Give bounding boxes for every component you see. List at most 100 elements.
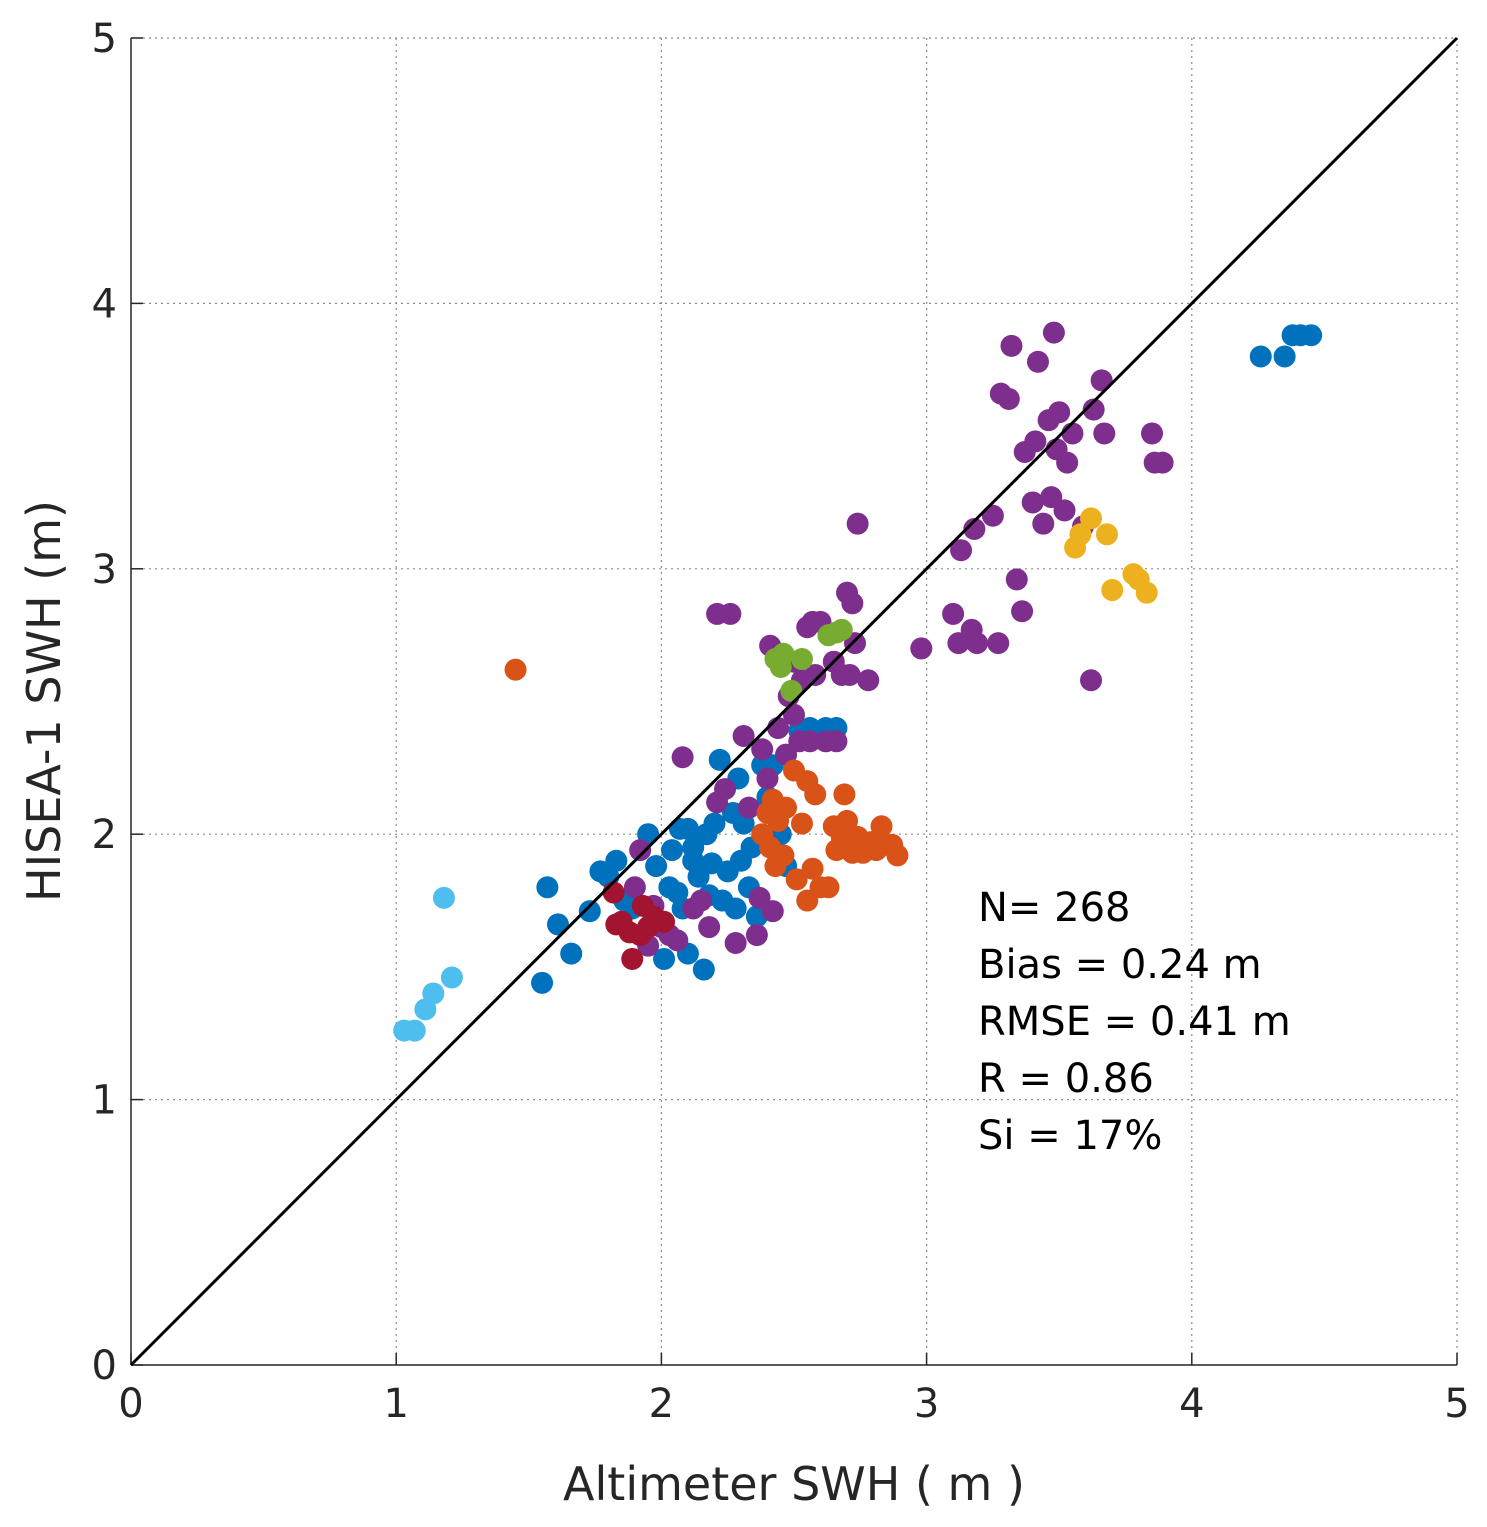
y-tick-label-5: 5 xyxy=(92,16,117,62)
series-2 xyxy=(504,658,909,912)
data-point xyxy=(440,966,463,989)
series-0 xyxy=(531,324,1323,994)
data-point xyxy=(1090,369,1113,392)
data-point xyxy=(1024,430,1047,453)
data-point xyxy=(708,748,731,771)
data-point xyxy=(963,517,986,540)
data-point xyxy=(1249,345,1272,368)
series-6 xyxy=(393,886,463,1042)
data-point xyxy=(1101,579,1124,602)
data-point xyxy=(987,632,1010,655)
data-point xyxy=(621,947,644,970)
data-point xyxy=(1080,507,1103,530)
stat-n: N= 268 xyxy=(978,885,1131,931)
data-point xyxy=(838,663,861,686)
data-point xyxy=(833,783,856,806)
plot-frame xyxy=(130,37,1458,1366)
data-point xyxy=(724,897,747,920)
data-point xyxy=(653,910,676,933)
data-point xyxy=(1048,401,1071,424)
data-points xyxy=(393,321,1323,1042)
data-point xyxy=(546,913,569,936)
data-point xyxy=(645,855,668,878)
series-4 xyxy=(764,618,853,702)
data-point xyxy=(1135,581,1158,604)
data-point xyxy=(751,738,774,761)
data-point xyxy=(1042,321,1065,344)
data-point xyxy=(1069,523,1092,546)
data-point xyxy=(536,876,559,899)
data-point xyxy=(1080,669,1103,692)
data-point xyxy=(578,900,601,923)
data-point xyxy=(1093,422,1116,445)
data-point xyxy=(886,844,909,867)
y-tick-label-1: 1 xyxy=(92,1078,117,1124)
data-point xyxy=(703,812,726,835)
stat-r: R = 0.86 xyxy=(978,1056,1154,1102)
data-point xyxy=(942,602,965,625)
x-tick-label-4: 4 xyxy=(1179,1381,1204,1427)
data-point xyxy=(783,703,805,726)
data-point xyxy=(666,929,689,952)
data-point xyxy=(692,958,715,981)
data-point xyxy=(629,839,652,862)
x-axis-label: Altimeter SWH ( m ) xyxy=(563,1457,1025,1511)
data-point xyxy=(1095,523,1118,546)
x-tick-label-3: 3 xyxy=(914,1381,939,1427)
data-point xyxy=(698,916,721,939)
data-point xyxy=(804,663,827,686)
y-axis-label: HISEA-1 SWH (m) xyxy=(17,500,71,902)
y-tick-label-0: 0 xyxy=(92,1343,117,1389)
data-point xyxy=(1000,334,1023,357)
data-point xyxy=(1053,499,1076,522)
data-point xyxy=(780,679,803,702)
data-point xyxy=(772,642,795,665)
grid-lines xyxy=(131,38,1457,1365)
data-point xyxy=(432,886,455,909)
data-point xyxy=(714,778,737,801)
x-tick-label-5: 5 xyxy=(1444,1381,1469,1427)
data-point xyxy=(997,387,1020,410)
stat-si: Si = 17% xyxy=(978,1113,1162,1159)
identity-line xyxy=(129,36,1459,1367)
data-point xyxy=(950,539,973,562)
data-point xyxy=(745,924,768,947)
data-point xyxy=(605,849,628,872)
data-point xyxy=(504,658,527,681)
data-point xyxy=(841,592,864,615)
data-point xyxy=(772,844,795,867)
data-point xyxy=(801,857,824,880)
data-point xyxy=(1021,491,1044,514)
data-point xyxy=(981,504,1004,527)
data-point xyxy=(661,839,684,862)
stat-rmse: RMSE = 0.41 m xyxy=(978,999,1291,1045)
stat-bias: Bias = 0.24 m xyxy=(978,942,1262,988)
axis-ticks: 0 1 2 3 4 5 0 1 2 3 4 5 xyxy=(92,16,1470,1427)
data-point xyxy=(1151,451,1174,474)
data-point xyxy=(1061,422,1084,445)
data-point xyxy=(825,730,848,753)
data-point xyxy=(798,730,821,753)
data-point xyxy=(1011,600,1034,623)
data-point xyxy=(1273,345,1296,368)
y-tick-label-2: 2 xyxy=(92,812,117,858)
data-point xyxy=(676,817,699,840)
data-point xyxy=(1005,568,1028,591)
data-point xyxy=(804,783,827,806)
data-point xyxy=(870,815,893,838)
data-point xyxy=(732,725,755,748)
data-point xyxy=(724,932,747,955)
data-point xyxy=(857,669,880,692)
y-tick-label-3: 3 xyxy=(92,547,117,593)
data-point xyxy=(690,889,713,912)
data-point xyxy=(602,881,625,904)
data-point xyxy=(1056,451,1079,474)
statistics-box: N= 268 Bias = 0.24 m RMSE = 0.41 m R = 0… xyxy=(978,885,1291,1159)
data-point xyxy=(836,809,859,832)
data-point xyxy=(1300,324,1323,347)
data-point xyxy=(775,796,798,819)
data-point xyxy=(422,982,445,1005)
data-point xyxy=(846,512,869,535)
data-point xyxy=(756,767,779,790)
